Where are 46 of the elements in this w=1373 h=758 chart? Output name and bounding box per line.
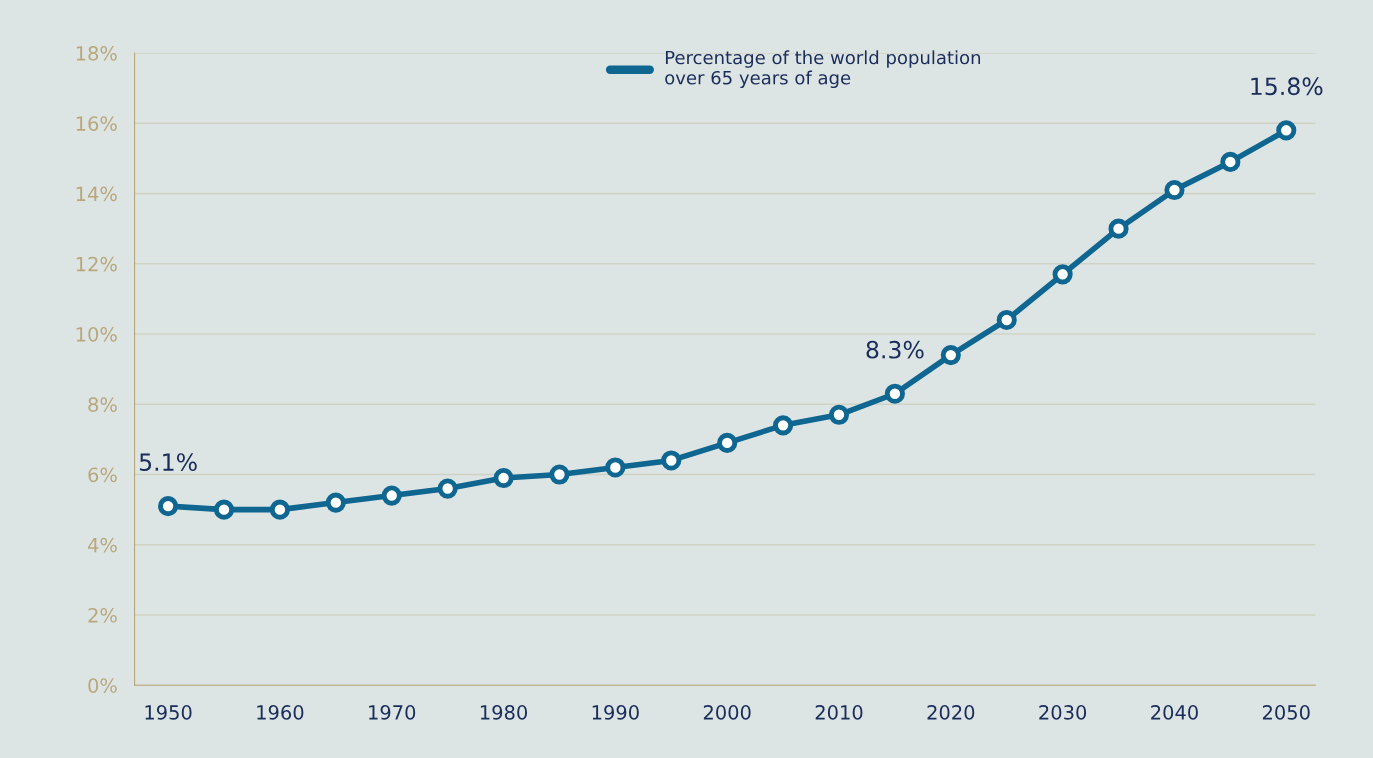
point (549, 464, 570, 485)
point (325, 492, 346, 513)
y-tick-label: 14% (76, 186, 117, 202)
y-tick-label: 16% (76, 116, 117, 131)
point (996, 309, 1017, 331)
y-tick-label: 6% (88, 467, 117, 483)
y-tick-label: 18% (76, 46, 117, 61)
x-tick-label: 2000 (703, 705, 751, 720)
y-tick-label: 4% (87, 537, 117, 553)
y-tick-label: 10% (76, 326, 117, 342)
x-tick-label: 1950 (145, 705, 192, 720)
point (158, 496, 179, 517)
x-tick-label: 1990 (592, 705, 639, 720)
point (1276, 120, 1297, 141)
point (1164, 179, 1185, 201)
point (437, 478, 458, 499)
point (828, 404, 850, 425)
x-tick-label: 1960 (257, 705, 304, 720)
y-tick-label: 2% (88, 607, 117, 623)
point (773, 415, 794, 436)
point (213, 499, 235, 520)
point (493, 467, 514, 489)
x-tick-label: 2020 (927, 705, 975, 720)
legend-label: Percentage of the world population over 65 years of age (665, 50, 981, 89)
annotation: 15.8% (1251, 77, 1323, 96)
x-tick-label: 2040 (1151, 705, 1198, 720)
x-tick-label: 2010 (815, 705, 863, 720)
x-tick-label: 1980 (480, 705, 527, 720)
point (605, 457, 626, 478)
point (940, 345, 961, 366)
point (1052, 264, 1073, 285)
point (717, 432, 738, 453)
x-tick-label: 2030 (1039, 705, 1087, 720)
y-tick-label: 8% (88, 397, 117, 412)
point (1108, 218, 1129, 239)
y-tick-label: 0% (88, 678, 117, 693)
x-tick-label: 1970 (369, 705, 416, 720)
x-tick-label: 2050 (1262, 705, 1310, 720)
point (381, 485, 402, 506)
y-tick-label: 12% (76, 256, 117, 272)
annotation: 5.1% (139, 453, 197, 471)
point (884, 383, 905, 404)
point (269, 499, 290, 520)
annotation: 8.3% (866, 340, 924, 359)
point (1220, 151, 1241, 172)
point (661, 450, 682, 471)
